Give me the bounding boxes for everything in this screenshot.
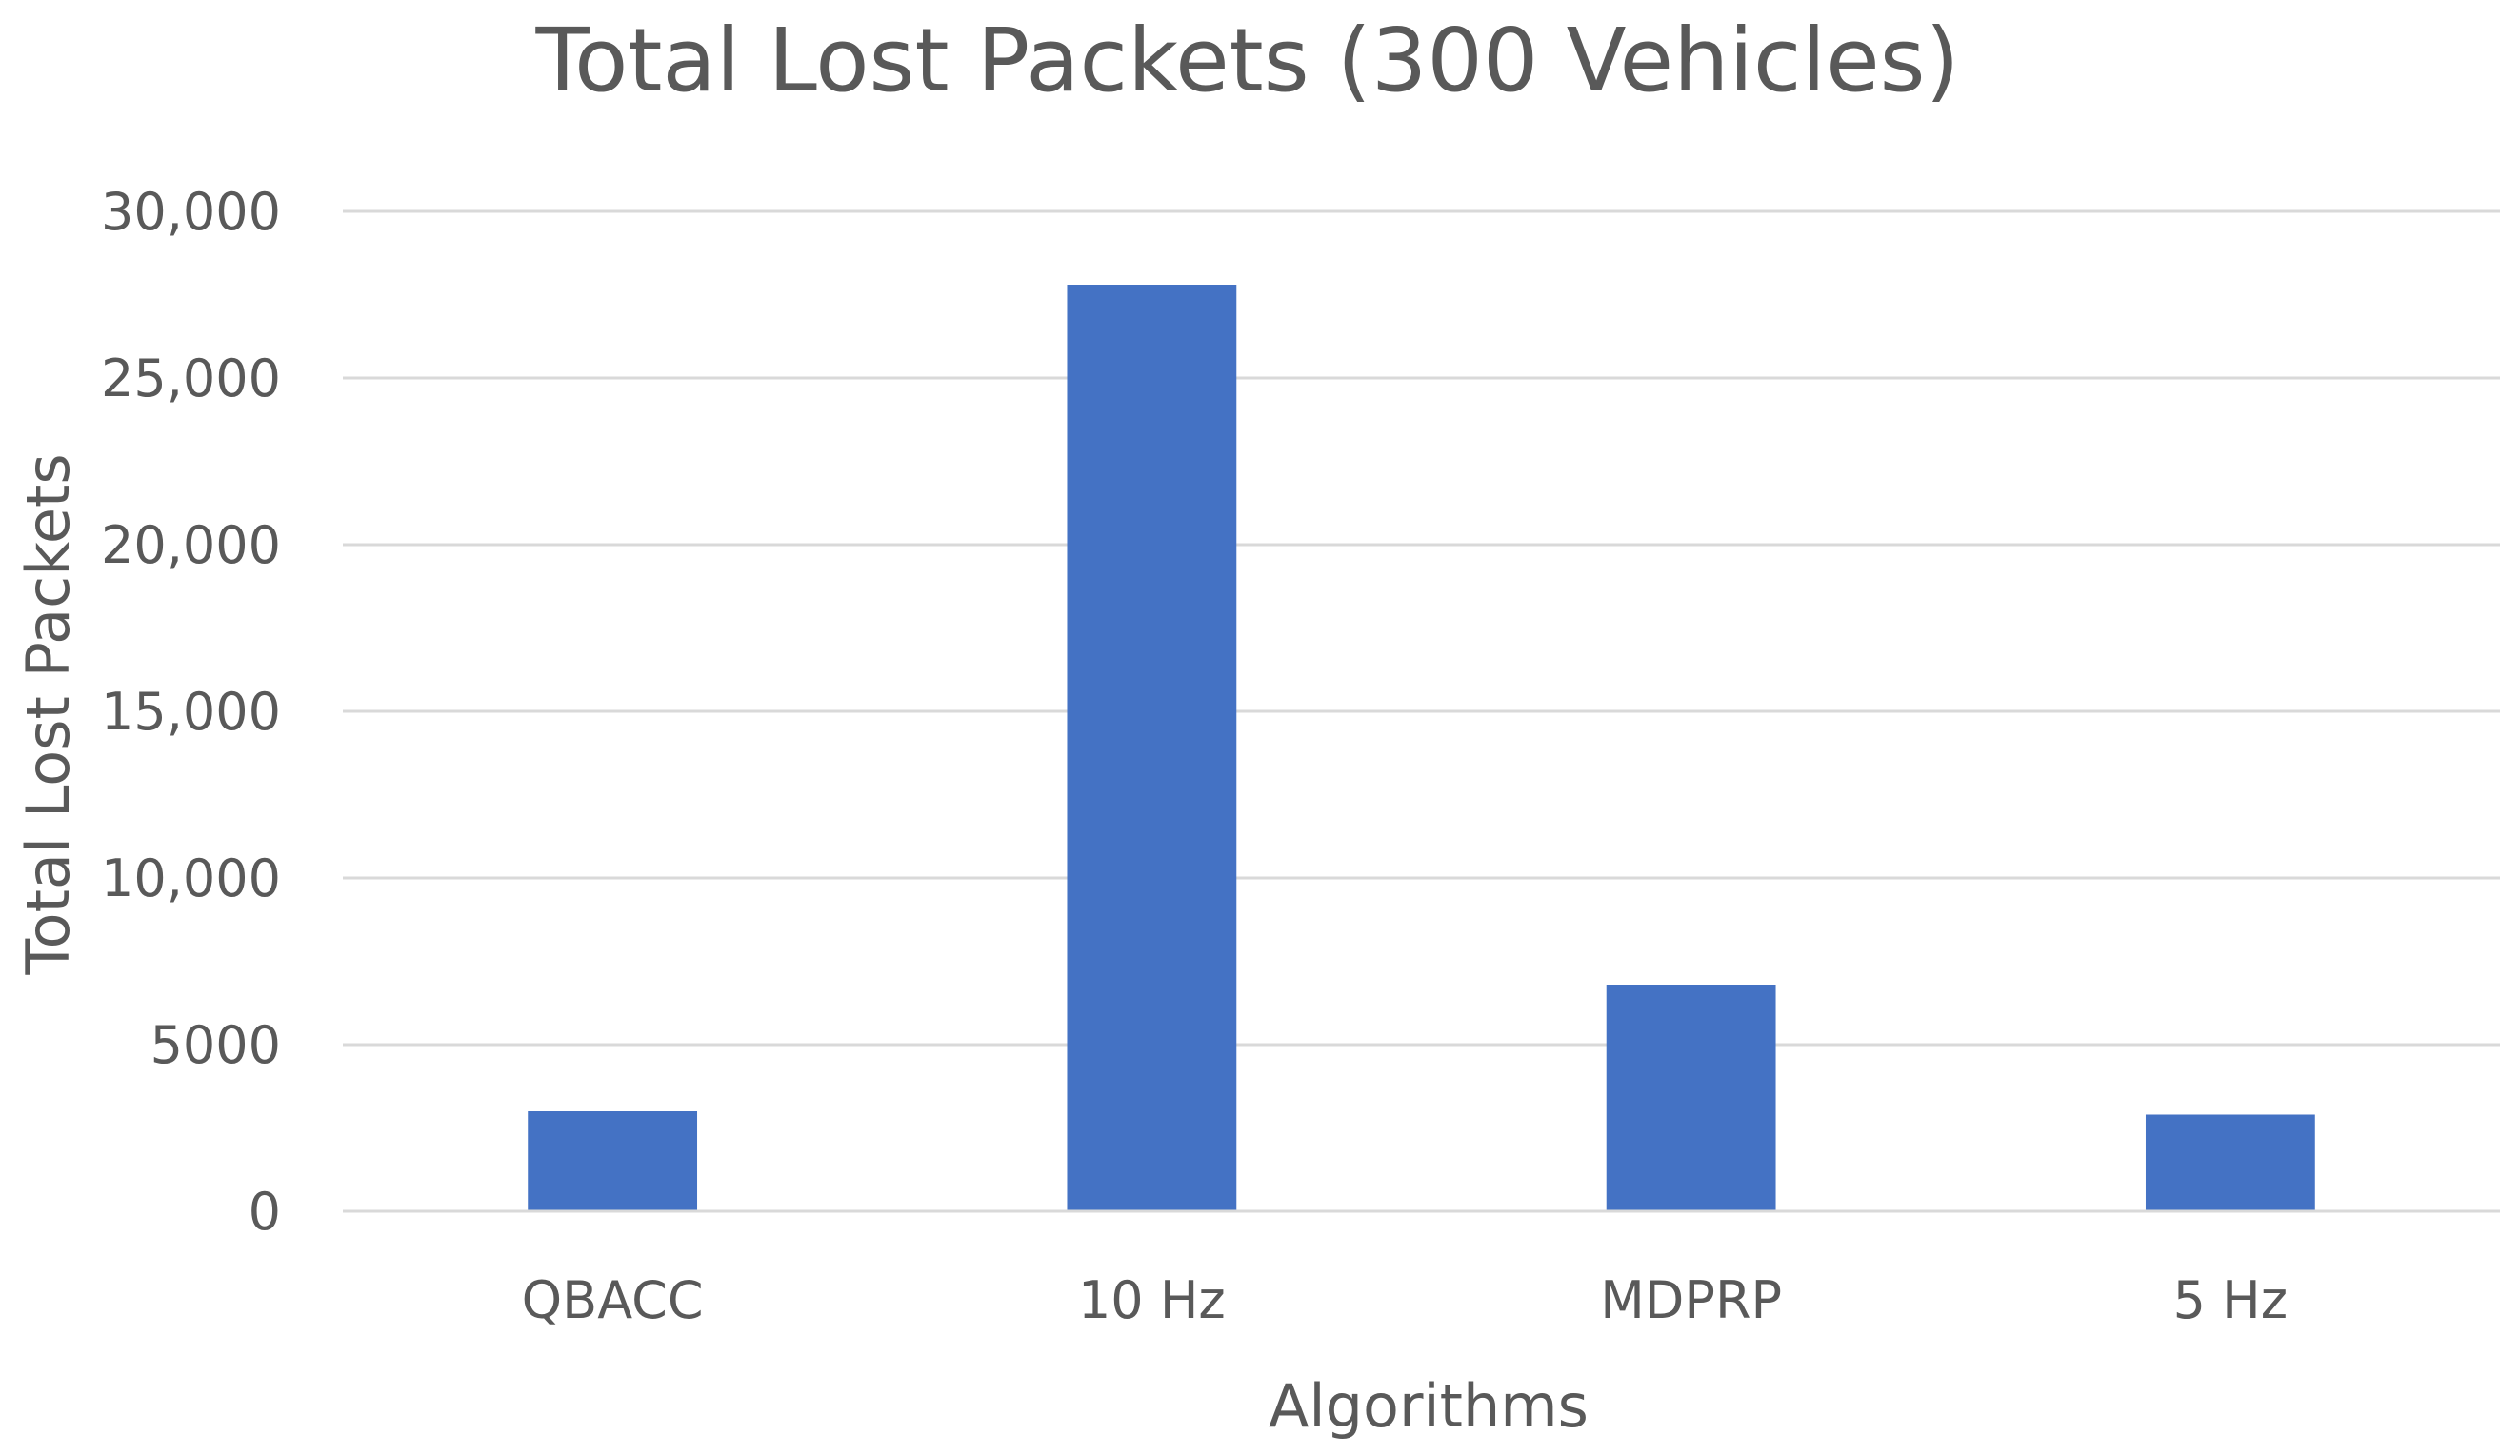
x-axis-title: Algorithms — [1269, 1371, 1589, 1441]
y-axis-title: Total Lost Packets — [13, 453, 83, 975]
bar-mdprp — [1606, 985, 1776, 1211]
y-tick-label: 5000 — [150, 1015, 281, 1075]
y-tick-label: 0 — [249, 1182, 281, 1242]
y-tick-label: 10,000 — [101, 848, 281, 908]
chart-title: Total Lost Packets (300 Vehicles) — [535, 10, 1960, 111]
y-tick-label: 30,000 — [101, 182, 281, 242]
y-tick-label: 15,000 — [101, 682, 281, 742]
y-axis-tick-labels: 0 5000 10,000 15,000 20,000 25,000 30,000 — [101, 182, 281, 1242]
x-tick-label: 5 Hz — [2173, 1270, 2288, 1330]
y-tick-label: 20,000 — [101, 515, 281, 575]
x-tick-label: QBACC — [522, 1270, 704, 1330]
x-tick-label: MDPRP — [1600, 1270, 1782, 1330]
x-tick-label: 10 Hz — [1078, 1270, 1226, 1330]
x-axis-tick-labels: QBACC 10 Hz MDPRP 5 Hz — [522, 1270, 2288, 1330]
bar-qbacc — [528, 1111, 698, 1211]
bar-5-hz — [2145, 1114, 2315, 1211]
bars — [528, 285, 2315, 1211]
gridlines — [343, 209, 2500, 1047]
y-tick-label: 25,000 — [101, 349, 281, 409]
bar-10-hz — [1067, 285, 1237, 1211]
